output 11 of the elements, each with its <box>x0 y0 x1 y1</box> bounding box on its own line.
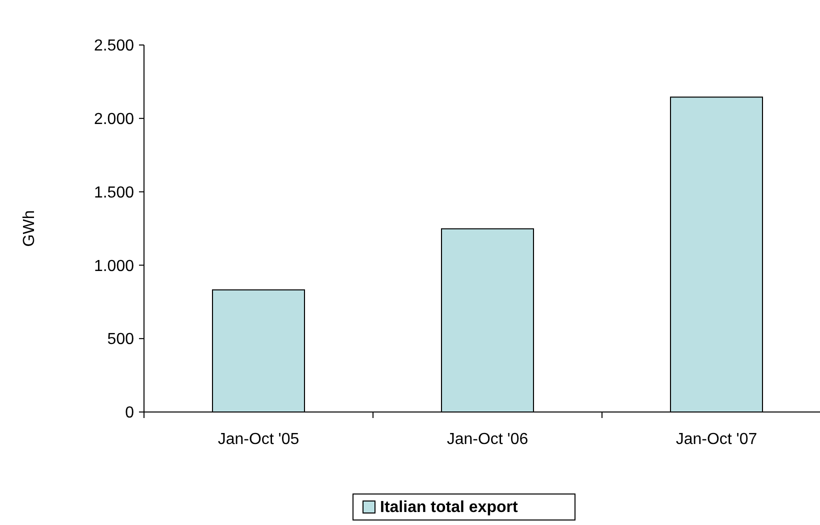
y-tick-label: 0 <box>125 404 134 422</box>
y-tick-label: 500 <box>107 331 134 348</box>
legend-label: Italian total export <box>380 499 518 516</box>
y-tick-label: 2.000 <box>94 111 134 128</box>
y-tick-label: 2.500 <box>94 38 134 55</box>
y-axis-title: GWh <box>21 210 38 247</box>
x-tick-label: Jan-Oct '05 <box>218 431 300 448</box>
y-tick-label: 1.500 <box>94 184 134 202</box>
x-tick-label: Jan-Oct '06 <box>446 431 528 448</box>
x-tick-label: Jan-Oct '07 <box>676 431 758 448</box>
y-tick-label: 1.000 <box>94 258 134 275</box>
